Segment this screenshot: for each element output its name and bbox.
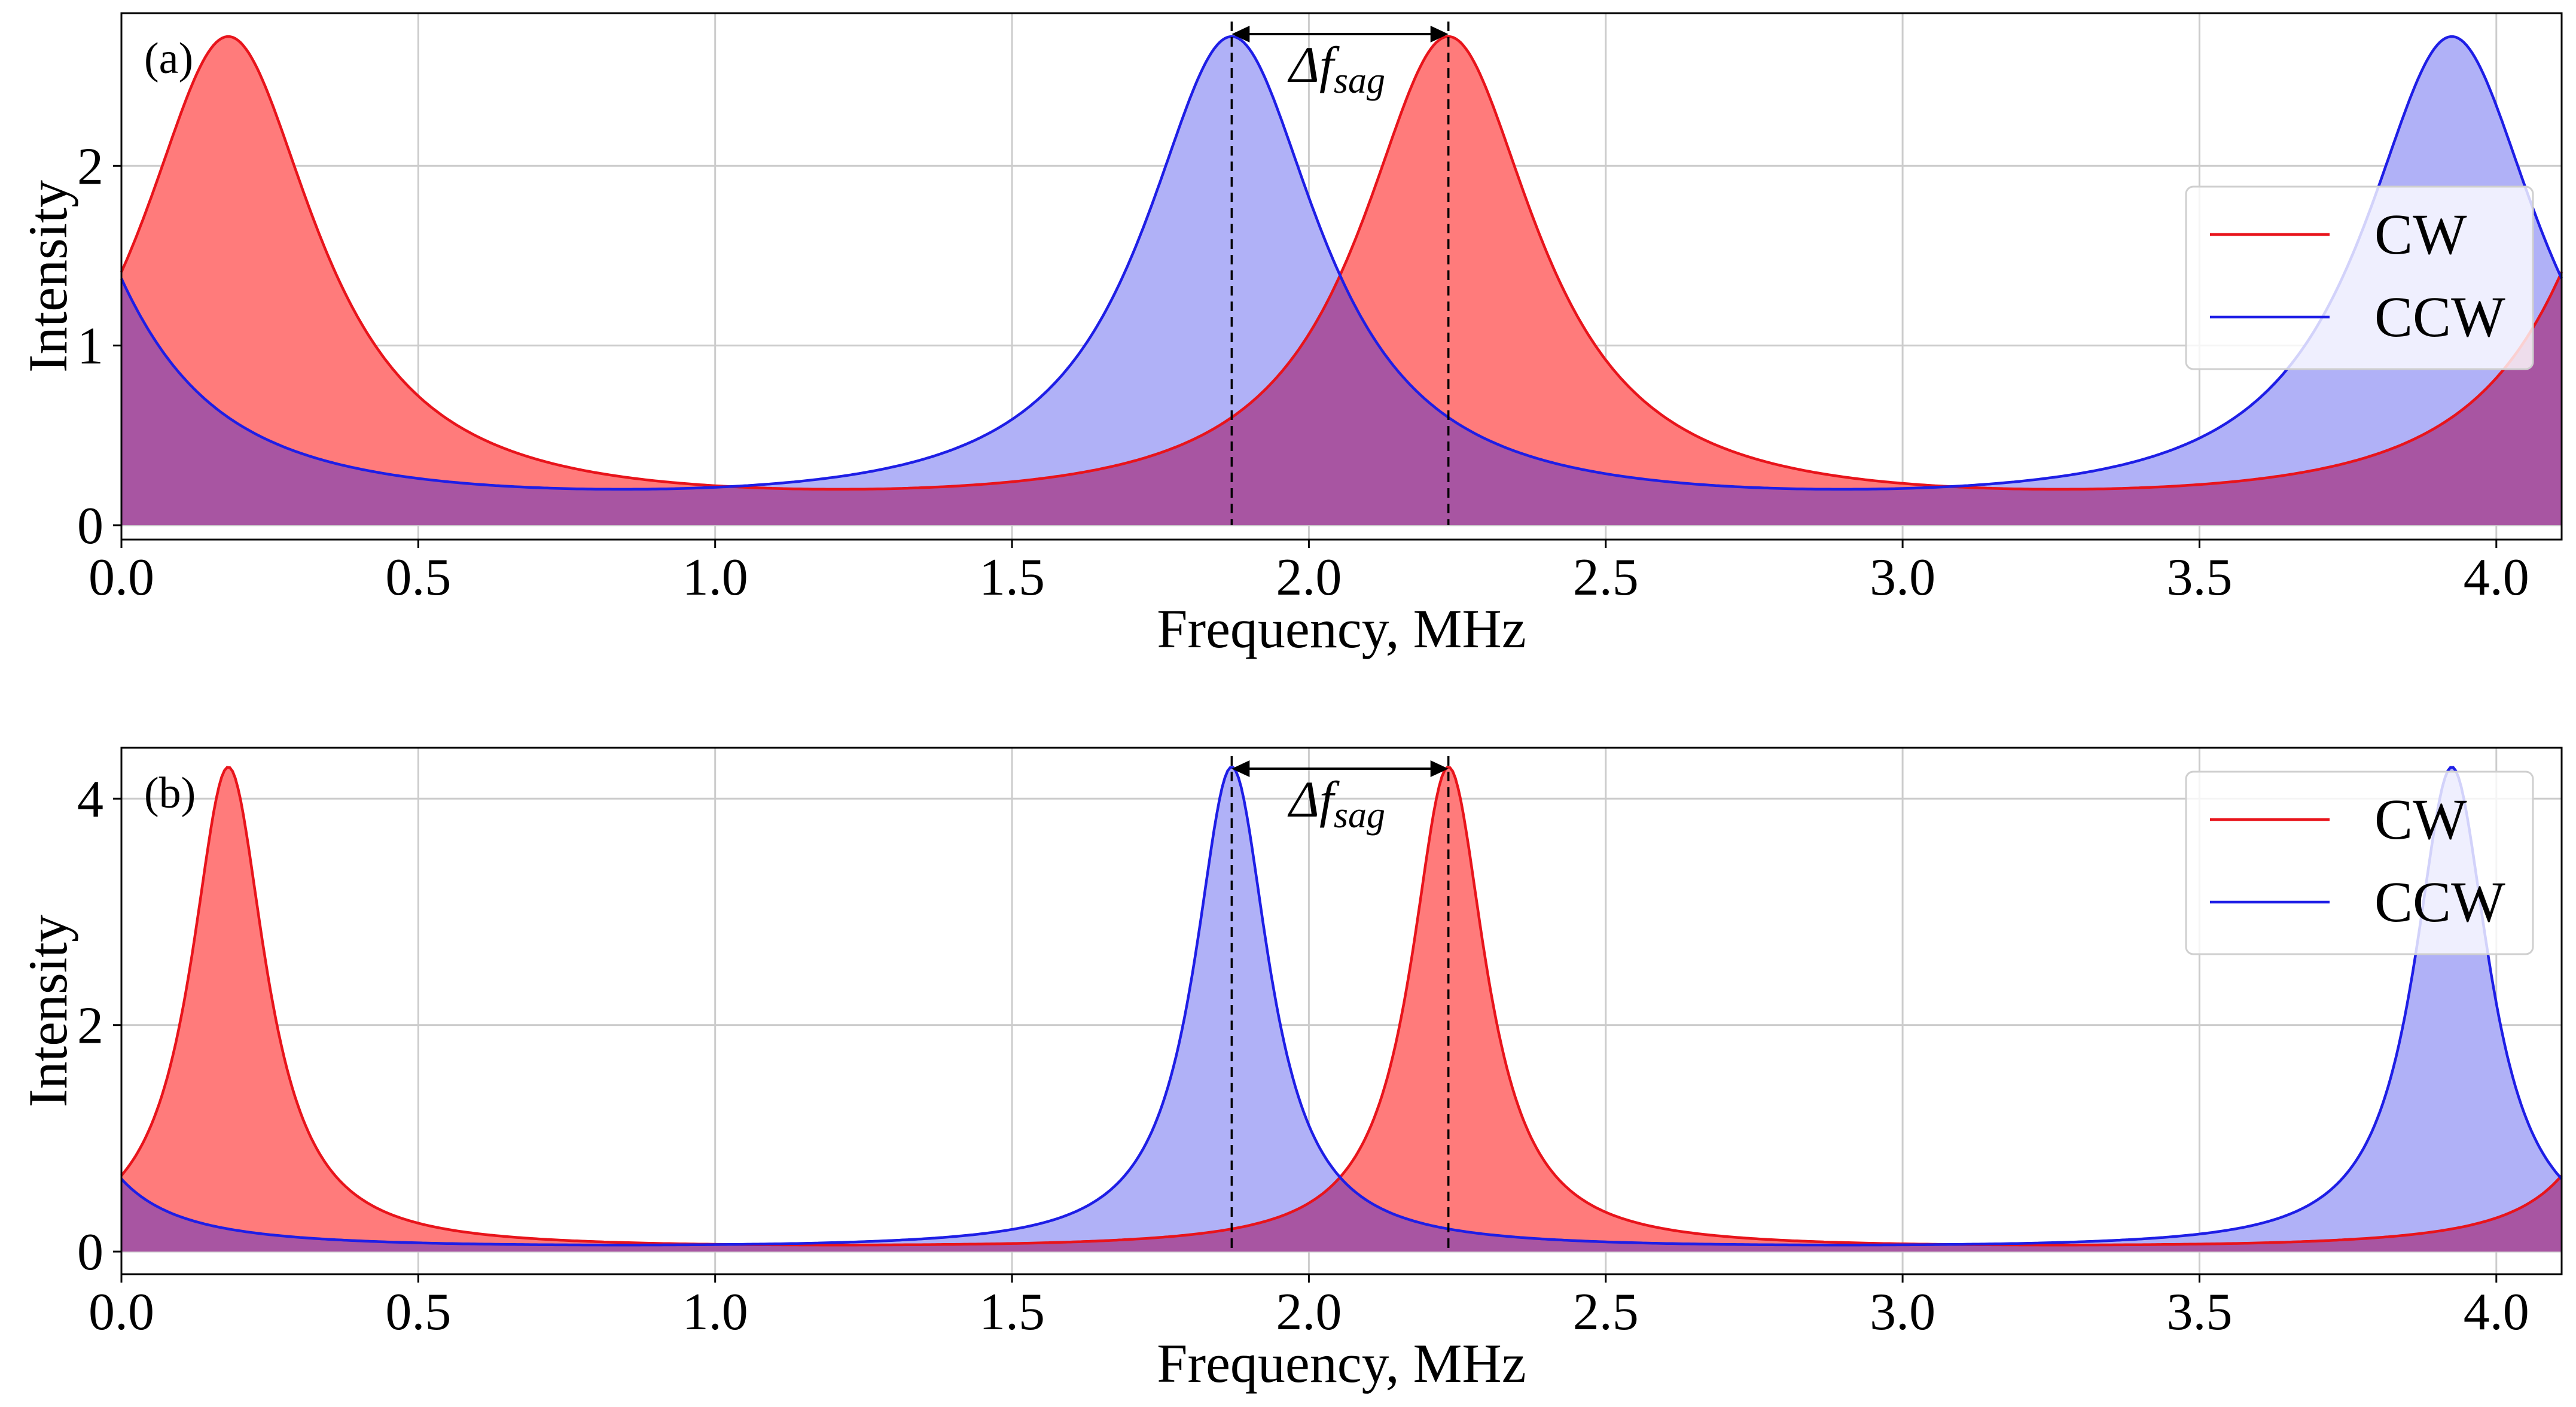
area-ccw xyxy=(121,767,2562,1252)
legend-box xyxy=(2185,770,2534,955)
plot-frame xyxy=(120,12,2563,541)
x-tick-label: 0.5 xyxy=(385,549,451,607)
peak-markers xyxy=(1230,22,1450,525)
legend: CW CCW xyxy=(2185,185,2534,370)
line-cw xyxy=(120,35,2563,491)
x-tick-label: 1.0 xyxy=(682,549,748,607)
y-tick-label: 2 xyxy=(77,997,103,1055)
legend-label-ccw: CCW xyxy=(2374,285,2505,349)
legend-label-cw: CW xyxy=(2374,787,2467,851)
delta-f-subscript: sag xyxy=(1334,795,1385,836)
x-ticks: 0.0 0.5 1.0 1.5 2.0 2.5 3.0 3.5 4.0 xyxy=(89,540,2529,607)
plot-frame xyxy=(120,747,2563,1275)
y-ticks: 0 2 4 xyxy=(77,770,121,1281)
x-tick-label: 0.0 xyxy=(89,549,154,607)
delta-f-text: Δf xyxy=(1288,770,1340,828)
panel-a: 0.0 0.5 1.0 1.5 2.0 2.5 3.0 3.5 4.0 0 1 2 (a) Δfsa… xyxy=(17,12,2563,659)
delta-f-arrowhead-left xyxy=(1231,26,1250,42)
legend-label-cw: CW xyxy=(2374,202,2467,266)
delta-f-text: Δf xyxy=(1288,36,1340,93)
legend: CW CCW xyxy=(2185,770,2534,955)
x-tick-label: 1.5 xyxy=(979,1283,1045,1341)
legend-box xyxy=(2185,185,2534,370)
x-tick-label: 0.0 xyxy=(89,1283,154,1341)
y-axis-label: Intensity xyxy=(17,180,78,373)
y-tick-label: 0 xyxy=(77,497,103,555)
series-lines xyxy=(120,766,2563,1247)
delta-f-arrowhead-right xyxy=(1430,760,1449,777)
x-tick-label: 3.0 xyxy=(1870,549,1935,607)
x-tick-label: 2.0 xyxy=(1276,1283,1342,1341)
delta-f-arrowhead-right xyxy=(1430,26,1449,42)
y-axis-label: Intensity xyxy=(17,915,78,1107)
line-ccw xyxy=(120,766,2563,1247)
delta-f-arrowhead-left xyxy=(1231,760,1250,777)
x-tick-label: 4.0 xyxy=(2464,549,2529,607)
y-tick-label: 0 xyxy=(77,1223,103,1281)
panel-label: (b) xyxy=(144,769,196,818)
x-tick-label: 4.0 xyxy=(2464,1283,2529,1341)
x-axis-label: Frequency, MHz xyxy=(1157,598,1526,659)
x-tick-label: 2.0 xyxy=(1276,549,1342,607)
x-tick-label: 3.5 xyxy=(2166,1283,2232,1341)
x-tick-label: 0.5 xyxy=(385,1283,451,1341)
y-ticks: 0 1 2 xyxy=(77,138,121,555)
delta-f-subscript: sag xyxy=(1334,60,1385,101)
x-axis-label: Frequency, MHz xyxy=(1157,1333,1526,1394)
panel-b: 0.0 0.5 1.0 1.5 2.0 2.5 3.0 3.5 4.0 0 2 4 (b) Δfsa… xyxy=(17,747,2563,1394)
line-ccw xyxy=(120,35,2563,491)
series-lines xyxy=(120,35,2563,491)
x-tick-label: 1.0 xyxy=(682,1283,748,1341)
x-tick-label: 2.5 xyxy=(1573,1283,1639,1341)
y-tick-label: 1 xyxy=(77,318,103,376)
line-cw xyxy=(120,766,2563,1247)
area-overlap xyxy=(121,1178,2562,1252)
x-tick-label: 3.0 xyxy=(1870,1283,1935,1341)
x-tick-label: 1.5 xyxy=(979,549,1045,607)
x-tick-label: 2.5 xyxy=(1573,549,1639,607)
y-tick-label: 2 xyxy=(77,138,103,196)
y-tick-label: 4 xyxy=(77,770,103,829)
x-ticks: 0.0 0.5 1.0 1.5 2.0 2.5 3.0 3.5 4.0 xyxy=(89,1274,2529,1341)
delta-f-sag-label: Δfsag xyxy=(1288,770,1386,836)
area-overlap xyxy=(121,278,2562,525)
x-tick-label: 3.5 xyxy=(2166,549,2232,607)
peak-markers xyxy=(1230,756,1450,1252)
panel-label: (a) xyxy=(144,34,193,83)
legend-label-ccw: CCW xyxy=(2374,870,2505,934)
delta-f-sag-label: Δfsag xyxy=(1288,36,1386,101)
